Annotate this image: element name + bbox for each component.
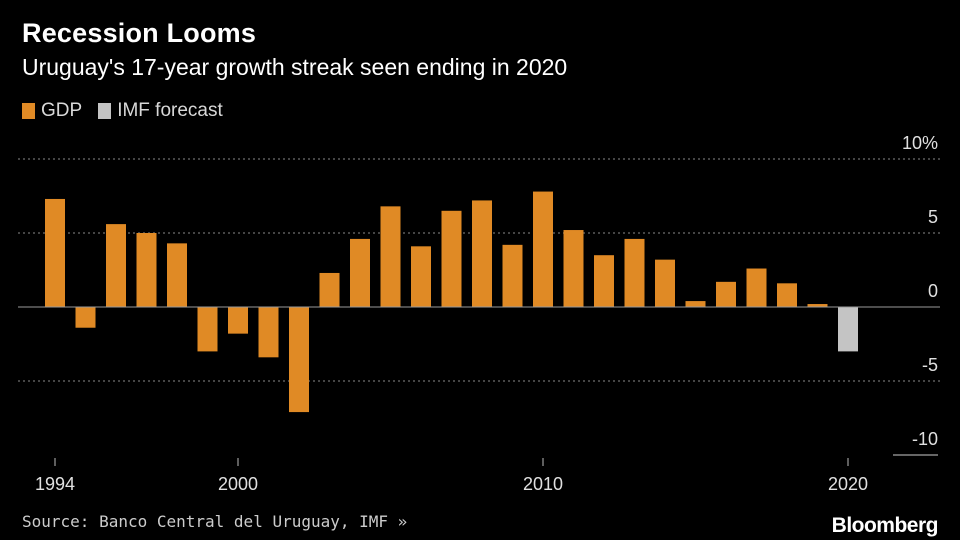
bar-gdp	[807, 304, 828, 307]
bar-gdp	[289, 307, 309, 413]
bar-gdp	[228, 307, 248, 334]
bar-gdp	[106, 224, 126, 307]
bar-gdp	[45, 198, 65, 307]
legend-label-imf-forecast: IMF forecast	[117, 100, 223, 121]
bloomberg-logo: Bloomberg	[831, 514, 939, 537]
legend: GDP IMF forecast	[22, 100, 239, 122]
bar-gdp	[777, 283, 797, 307]
bar-gdp	[319, 272, 340, 307]
legend-item-imf-forecast: IMF forecast	[98, 100, 223, 122]
bar-gdp	[533, 191, 553, 307]
x-tick-label: 2010	[523, 474, 563, 494]
bar-gdp	[502, 244, 523, 307]
bar-gdp	[258, 307, 279, 358]
bar-gdp	[75, 307, 96, 328]
y-tick-label: -5	[922, 355, 938, 375]
bar-gdp	[716, 281, 736, 307]
bar-gdp	[411, 246, 431, 307]
bar-gdp	[441, 210, 462, 307]
bar-gdp	[380, 206, 401, 307]
source-note[interactable]: Source: Banco Central del Uruguay, IMF »	[22, 512, 408, 531]
bar-gdp	[685, 301, 706, 307]
chart-title: Recession Looms	[22, 18, 257, 48]
x-tick-label: 1994	[35, 474, 75, 494]
bar-gdp	[350, 238, 370, 307]
chart-subtitle: Uruguay's 17-year growth streak seen end…	[22, 54, 568, 80]
legend-label-gdp: GDP	[41, 100, 83, 121]
y-tick-label: 0	[928, 281, 938, 301]
legend-swatch-gdp	[22, 103, 35, 119]
x-tick-label: 2000	[218, 474, 258, 494]
bar-gdp	[472, 200, 492, 307]
legend-swatch-imf-forecast	[98, 103, 112, 119]
bar-gdp	[136, 233, 157, 307]
y-tick-label: 5	[928, 207, 938, 227]
bar-gdp	[563, 230, 584, 307]
bar-gdp	[167, 243, 187, 307]
x-tick-label: 2020	[828, 474, 868, 494]
y-tick-label: 10%	[902, 133, 938, 153]
legend-item-gdp: GDP	[22, 100, 82, 122]
y-tick-label: -10	[912, 429, 938, 449]
bar-gdp	[594, 255, 614, 307]
bar-gdp	[746, 268, 767, 307]
bar-gdp	[624, 238, 645, 307]
bar-gdp	[197, 307, 218, 352]
bar-imf-forecast	[838, 307, 858, 352]
bar-gdp	[655, 259, 675, 307]
